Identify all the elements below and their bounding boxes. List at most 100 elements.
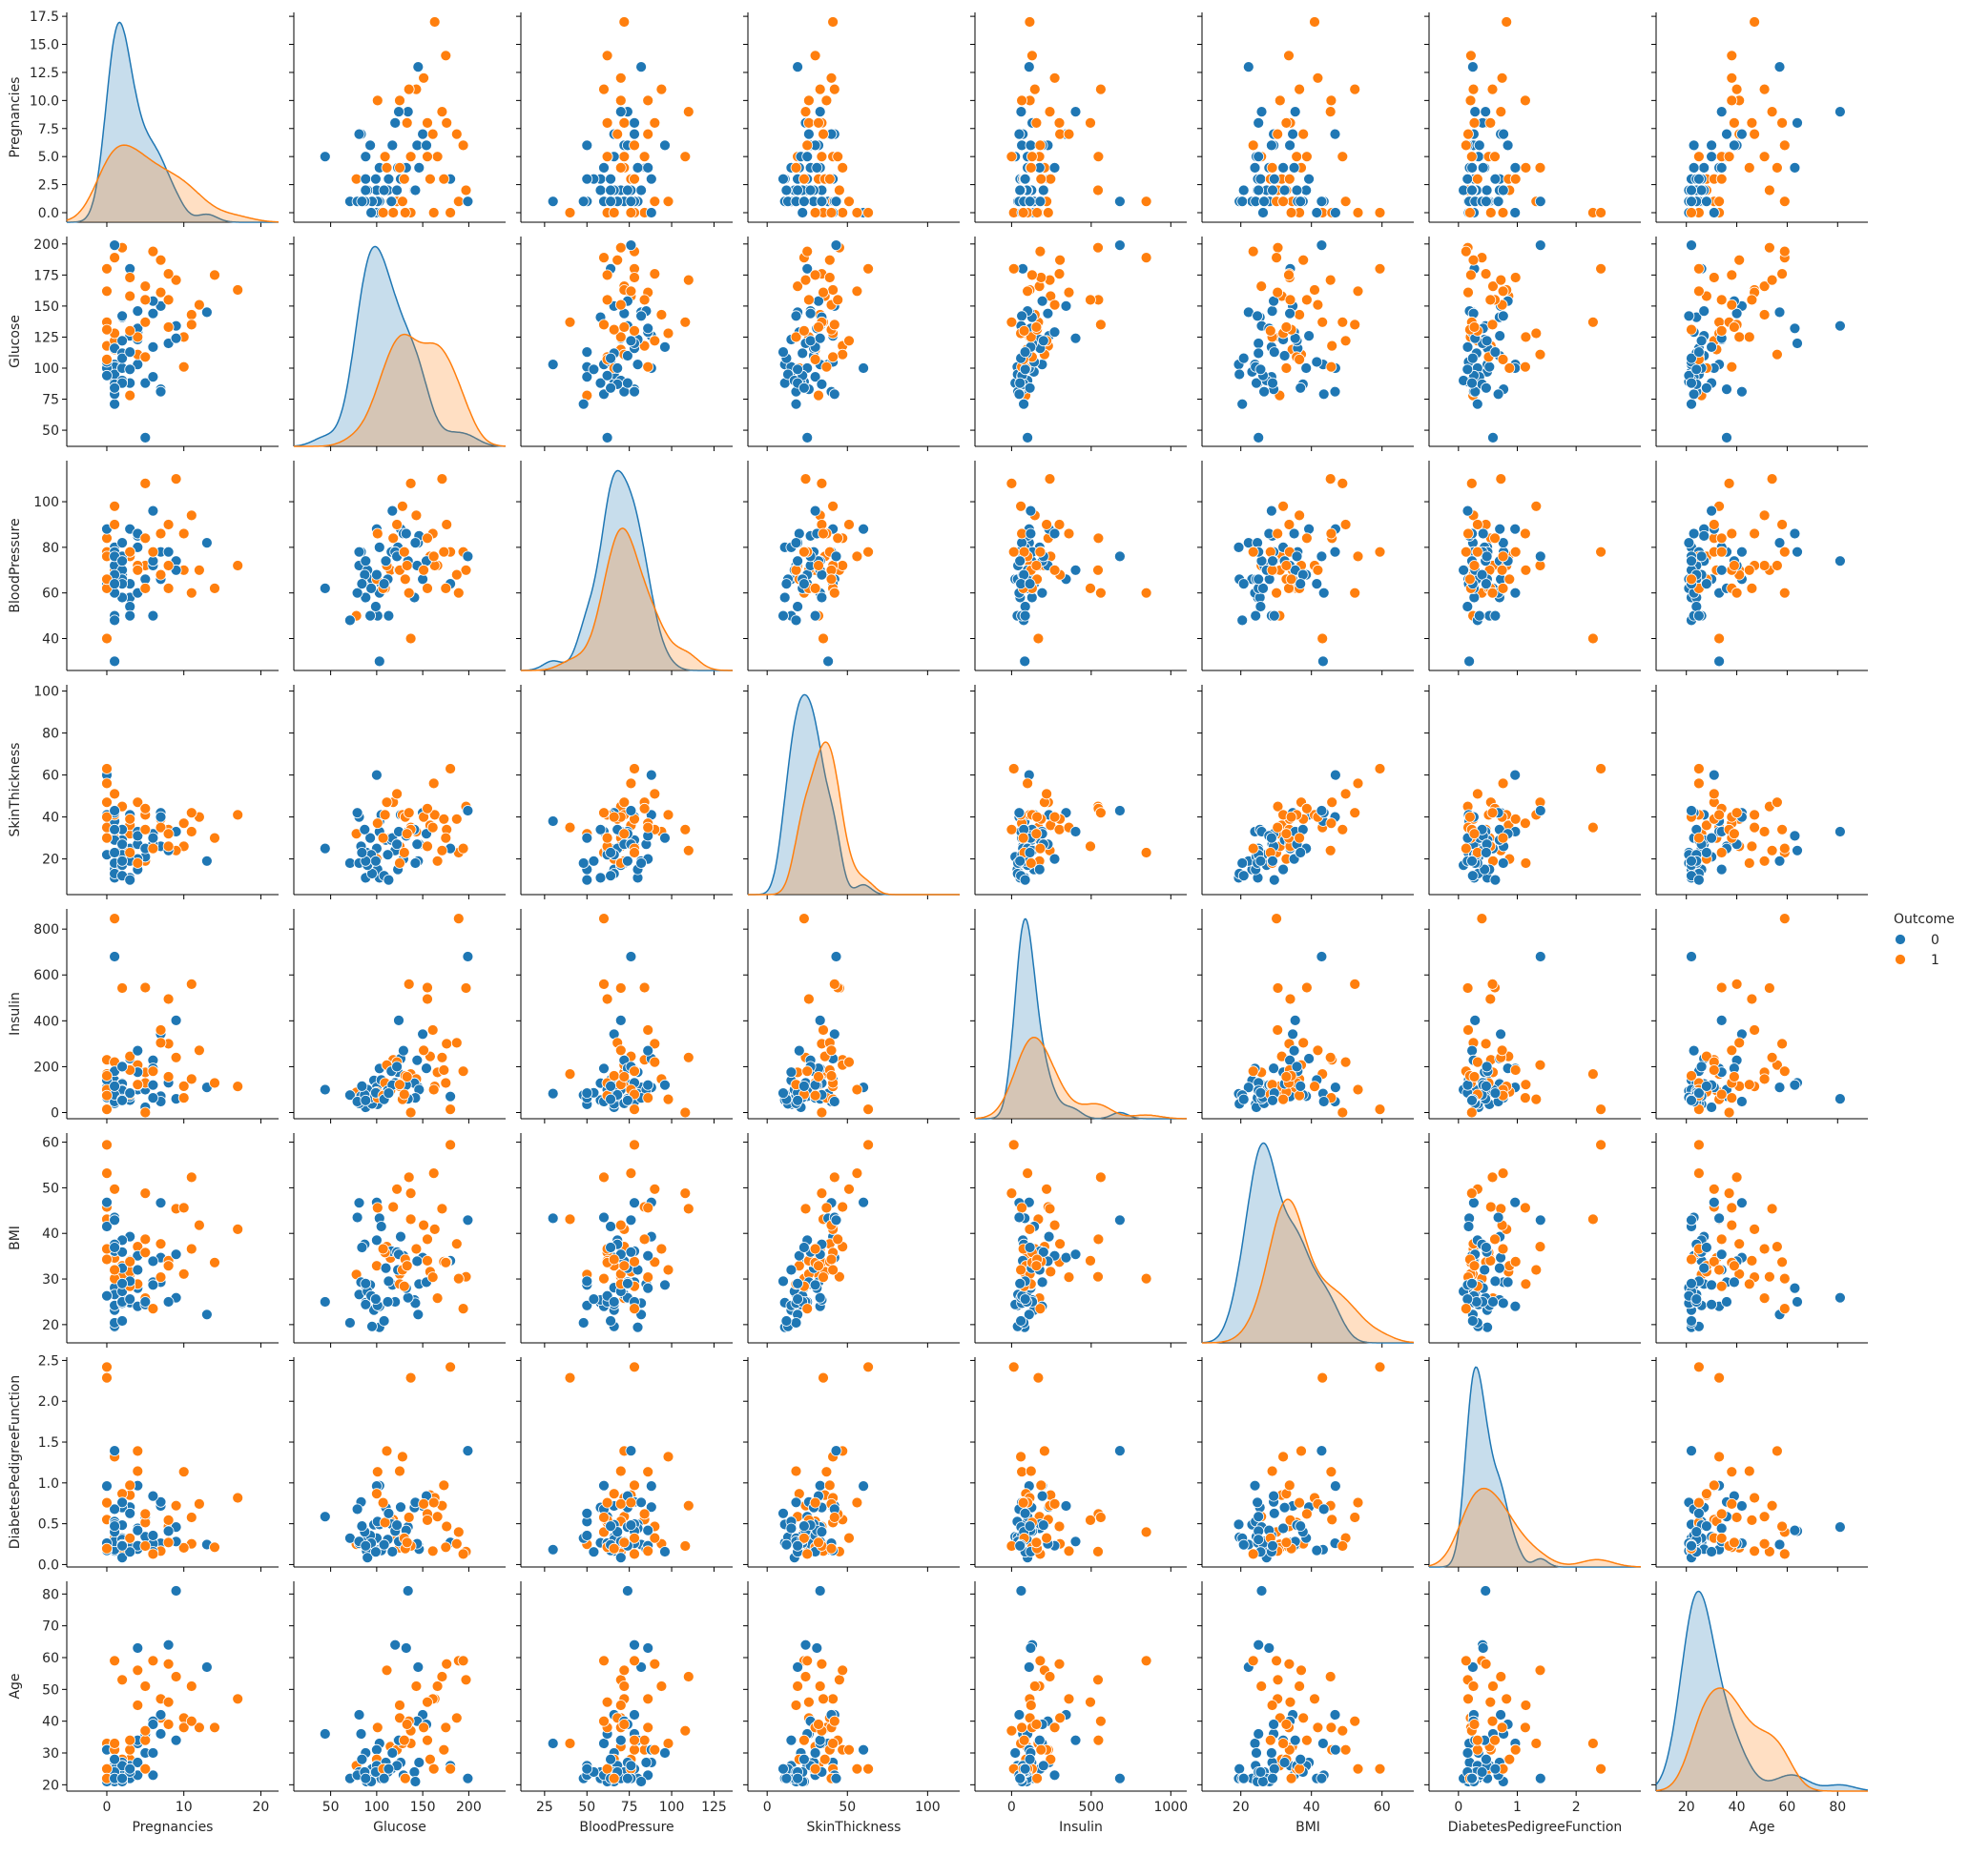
scatter-point-outcome-1 bbox=[798, 546, 810, 558]
scatter-point-outcome-0 bbox=[116, 335, 129, 347]
scatter-point-outcome-0 bbox=[1037, 1519, 1049, 1531]
scatter-point-outcome-1 bbox=[1095, 1512, 1107, 1523]
scatter-point-outcome-1 bbox=[1530, 1264, 1543, 1276]
panel-Insulin-vs-SkinThickness bbox=[743, 909, 960, 1124]
panel-Pregnancies-vs-DiabetesPedigreeFunction bbox=[1424, 12, 1641, 227]
scatter-point-outcome-0 bbox=[1303, 173, 1315, 185]
scatter-point-outcome-1 bbox=[1022, 777, 1033, 790]
scatter-point-outcome-1 bbox=[1140, 196, 1152, 208]
scatter-point-outcome-1 bbox=[1758, 1243, 1771, 1255]
scatter-point-outcome-1 bbox=[1017, 1496, 1029, 1509]
scatter-point-outcome-1 bbox=[101, 1070, 113, 1082]
scatter-point-outcome-1 bbox=[1749, 16, 1760, 28]
scatter-point-outcome-0 bbox=[1534, 196, 1546, 208]
scatter-point-outcome-1 bbox=[1092, 184, 1104, 196]
scatter-point-outcome-1 bbox=[825, 207, 838, 218]
scatter-point-outcome-0 bbox=[1698, 530, 1710, 542]
scatter-point-outcome-1 bbox=[1301, 151, 1313, 163]
scatter-point-outcome-0 bbox=[629, 116, 640, 129]
scatter-point-outcome-1 bbox=[1349, 807, 1361, 819]
scatter-point-outcome-0 bbox=[1534, 239, 1546, 252]
scatter-point-outcome-1 bbox=[1749, 128, 1760, 140]
scatter-point-outcome-1 bbox=[1776, 268, 1788, 280]
scatter-point-outcome-1 bbox=[185, 1171, 197, 1184]
scatter-point-outcome-0 bbox=[395, 1501, 406, 1514]
scatter-point-outcome-1 bbox=[101, 1253, 113, 1266]
scatter-point-outcome-1 bbox=[618, 151, 631, 163]
scatter-point-outcome-1 bbox=[101, 285, 113, 298]
scatter-point-outcome-0 bbox=[1789, 1524, 1801, 1536]
scatter-point-outcome-1 bbox=[460, 184, 472, 196]
panel-DiabetesPedigreeFunction-vs-Insulin bbox=[970, 1357, 1187, 1572]
scatter-point-outcome-0 bbox=[1042, 307, 1054, 320]
scatter-point-outcome-0 bbox=[1316, 239, 1328, 252]
scatter-point-outcome-0 bbox=[1295, 196, 1307, 208]
y-tick-label: 0 bbox=[51, 1106, 59, 1122]
scatter-point-outcome-0 bbox=[1317, 655, 1329, 668]
scatter-point-outcome-1 bbox=[816, 1187, 828, 1199]
scatter-point-outcome-1 bbox=[1729, 1536, 1740, 1549]
scatter-point-outcome-0 bbox=[356, 1081, 368, 1092]
scatter-point-outcome-1 bbox=[1337, 1106, 1349, 1119]
scatter-point-outcome-0 bbox=[1114, 196, 1126, 208]
scatter-point-outcome-1 bbox=[418, 1498, 430, 1510]
panel-DiabetesPedigreeFunction-vs-Pregnancies: 0.00.51.01.52.02.5DiabetesPedigreeFuncti… bbox=[8, 1353, 279, 1573]
scatter-point-outcome-1 bbox=[1746, 840, 1758, 853]
scatter-point-outcome-0 bbox=[356, 196, 368, 208]
scatter-point-outcome-1 bbox=[1766, 1499, 1778, 1512]
scatter-point-outcome-1 bbox=[803, 993, 815, 1005]
scatter-point-outcome-0 bbox=[1483, 361, 1496, 373]
scatter-point-outcome-1 bbox=[185, 826, 197, 837]
scatter-point-outcome-1 bbox=[394, 94, 405, 107]
scatter-point-outcome-0 bbox=[101, 1480, 113, 1492]
scatter-point-outcome-1 bbox=[1472, 519, 1483, 530]
scatter-point-outcome-1 bbox=[1729, 560, 1740, 571]
scatter-point-outcome-1 bbox=[1280, 1536, 1293, 1549]
scatter-point-outcome-0 bbox=[659, 340, 671, 353]
scatter-point-outcome-0 bbox=[1480, 106, 1492, 117]
scatter-point-outcome-1 bbox=[1092, 564, 1104, 576]
scatter-point-outcome-1 bbox=[601, 50, 613, 62]
scatter-point-outcome-0 bbox=[378, 578, 390, 589]
scatter-point-outcome-1 bbox=[614, 331, 627, 343]
scatter-point-outcome-1 bbox=[828, 979, 840, 990]
scatter-point-outcome-0 bbox=[1242, 61, 1254, 72]
scatter-point-outcome-1 bbox=[177, 1268, 190, 1280]
scatter-point-outcome-0 bbox=[360, 555, 372, 567]
scatter-point-outcome-0 bbox=[622, 855, 633, 867]
scatter-point-outcome-1 bbox=[1776, 1256, 1788, 1268]
scatter-point-outcome-0 bbox=[1477, 161, 1489, 174]
scatter-point-outcome-1 bbox=[1530, 1093, 1543, 1105]
scatter-point-outcome-1 bbox=[1277, 1093, 1289, 1105]
scatter-point-outcome-0 bbox=[147, 1255, 159, 1268]
scatter-point-outcome-0 bbox=[547, 196, 559, 208]
scatter-point-outcome-0 bbox=[1686, 1539, 1697, 1552]
scatter-point-outcome-0 bbox=[462, 951, 474, 962]
scatter-point-outcome-1 bbox=[1749, 821, 1760, 834]
scatter-point-outcome-1 bbox=[1374, 546, 1386, 558]
scatter-point-outcome-0 bbox=[109, 1081, 120, 1092]
scatter-point-outcome-0 bbox=[1792, 546, 1803, 558]
scatter-point-outcome-1 bbox=[1723, 477, 1735, 489]
scatter-point-outcome-0 bbox=[798, 1081, 810, 1092]
scatter-point-outcome-1 bbox=[1693, 262, 1705, 275]
scatter-point-outcome-1 bbox=[147, 245, 159, 258]
scatter-point-outcome-1 bbox=[398, 1280, 410, 1292]
scatter-point-outcome-1 bbox=[1468, 828, 1481, 840]
scatter-point-outcome-0 bbox=[1024, 847, 1036, 858]
scatter-point-outcome-0 bbox=[577, 1317, 590, 1329]
scatter-point-outcome-1 bbox=[1731, 979, 1743, 990]
scatter-point-outcome-0 bbox=[369, 173, 382, 185]
scatter-point-outcome-0 bbox=[1237, 1093, 1250, 1105]
scatter-point-outcome-1 bbox=[1778, 1548, 1791, 1560]
scatter-point-outcome-0 bbox=[382, 849, 394, 861]
scatter-point-outcome-1 bbox=[1095, 83, 1107, 95]
scatter-point-outcome-1 bbox=[1005, 1187, 1018, 1199]
scatter-point-outcome-1 bbox=[629, 763, 640, 774]
scatter-point-outcome-0 bbox=[632, 161, 644, 174]
scatter-point-outcome-0 bbox=[777, 1275, 789, 1288]
scatter-point-outcome-1 bbox=[1520, 361, 1531, 373]
scatter-point-outcome-1 bbox=[1063, 1545, 1075, 1557]
scatter-point-outcome-1 bbox=[1486, 979, 1499, 990]
